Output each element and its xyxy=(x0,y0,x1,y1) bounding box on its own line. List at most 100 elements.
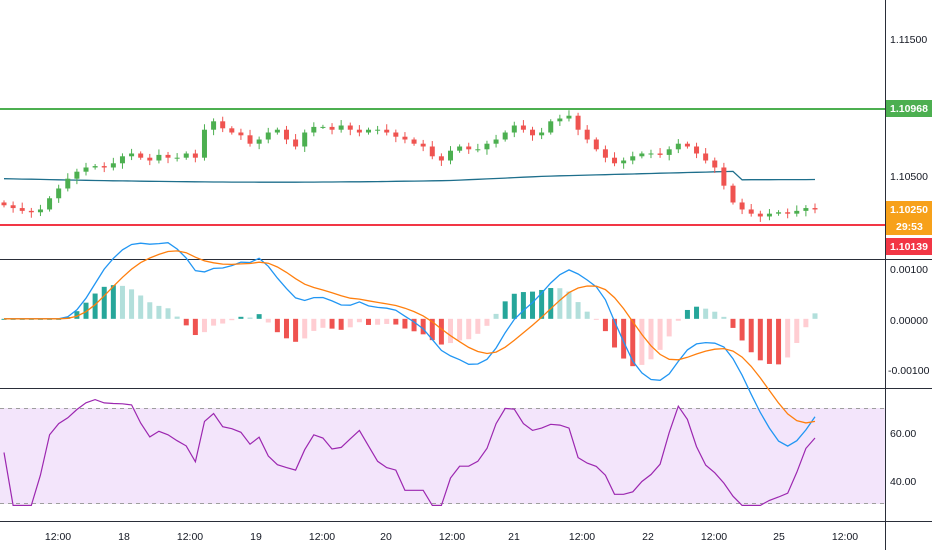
candle-body xyxy=(56,188,62,199)
time-tick: 19 xyxy=(250,531,262,543)
candle-body xyxy=(812,208,818,210)
candle xyxy=(220,116,226,133)
macd-signal-line xyxy=(4,250,816,424)
candle-body xyxy=(621,160,627,164)
candle-body xyxy=(338,125,344,130)
candle xyxy=(484,140,490,155)
macd-histogram-bar xyxy=(338,318,344,330)
rsi-band xyxy=(0,408,885,504)
macd-histogram-bar xyxy=(256,314,262,319)
macd-histogram-bar xyxy=(119,285,125,319)
candle-body xyxy=(302,132,308,147)
rsi-axis[interactable]: 60.00 40.00 xyxy=(890,428,916,488)
price-pane xyxy=(0,108,885,226)
resistance-price-label: 1.10968 xyxy=(890,103,928,115)
time-tick: 18 xyxy=(118,531,130,543)
macd-histogram-bar xyxy=(757,318,763,361)
candle-body xyxy=(448,150,454,161)
candle-body xyxy=(721,167,727,186)
macd-histogram-bar xyxy=(165,308,171,319)
moving-average-line xyxy=(3,170,816,183)
macd-tick: 0.00000 xyxy=(890,315,928,327)
candle xyxy=(502,130,508,142)
macd-histogram-bar xyxy=(657,318,663,350)
candle-body xyxy=(129,153,135,157)
candle-body xyxy=(1,202,7,206)
resistance-price-badge xyxy=(886,100,932,117)
macd-histogram-bar xyxy=(384,318,390,324)
candle xyxy=(393,129,399,143)
candle xyxy=(557,114,563,126)
candle xyxy=(438,153,444,166)
time-axis[interactable]: 12:00 18 12:00 19 12:00 20 12:00 21 12:00 22 12:00… xyxy=(45,531,858,543)
macd-histogram-bar xyxy=(457,318,463,341)
candle-body xyxy=(65,178,71,189)
candle xyxy=(229,126,235,135)
macd-histogram-bar xyxy=(211,318,217,326)
support-price-badge xyxy=(886,238,932,255)
countdown-label: 29:53 xyxy=(896,221,923,233)
candle-body xyxy=(147,157,153,161)
candle-body xyxy=(466,146,472,150)
macd-axis[interactable]: 0.00100 0.00000 -0.00100 xyxy=(888,264,930,377)
macd-histogram-bar xyxy=(274,318,280,333)
candle-body xyxy=(37,209,43,213)
candle xyxy=(156,149,162,164)
candle xyxy=(365,127,371,135)
candle-body xyxy=(694,146,700,154)
candle-body xyxy=(165,154,171,158)
candle-body xyxy=(438,156,444,161)
candle xyxy=(448,146,454,165)
candle xyxy=(47,196,53,212)
candle-body xyxy=(539,132,545,136)
candle xyxy=(666,146,672,161)
macd-histogram-bar xyxy=(776,318,782,365)
macd-histogram-bar xyxy=(803,318,809,328)
price-tick: 1.10500 xyxy=(890,171,928,183)
candle xyxy=(703,148,709,164)
macd-histogram-bar xyxy=(229,318,235,321)
candle xyxy=(657,148,663,158)
time-tick: 12:00 xyxy=(701,531,727,543)
candle xyxy=(338,120,344,133)
macd-histogram-bar xyxy=(621,318,627,359)
price-axis[interactable]: 1.11500 1.10500 1.10968 1.10250 29:53 1.… xyxy=(886,34,932,255)
candle xyxy=(548,119,554,135)
macd-histogram-bar xyxy=(602,318,608,332)
candle-body xyxy=(74,171,80,179)
candle xyxy=(256,136,262,150)
candle xyxy=(384,124,390,136)
candle xyxy=(110,157,116,171)
candle-body xyxy=(575,115,581,130)
macd-histogram-bar xyxy=(812,313,818,319)
candle-body xyxy=(83,167,89,172)
macd-histogram-bar xyxy=(110,285,116,319)
candle-body xyxy=(511,125,517,133)
macd-pane xyxy=(1,242,818,447)
candle xyxy=(721,162,727,190)
candle-body xyxy=(220,121,226,129)
candle xyxy=(19,202,25,214)
candle xyxy=(247,129,253,147)
candle xyxy=(347,122,353,136)
candle-body xyxy=(776,212,782,214)
time-tick: 22 xyxy=(642,531,654,543)
candle-body xyxy=(630,156,636,161)
candle xyxy=(10,201,16,213)
candle xyxy=(575,112,581,136)
candle-body xyxy=(429,146,435,157)
candle xyxy=(74,168,80,185)
macd-histogram-bar xyxy=(429,318,435,341)
candle-body xyxy=(484,143,490,150)
macd-histogram-bar xyxy=(794,318,800,343)
candle-body xyxy=(520,125,526,130)
candle-body xyxy=(92,166,98,168)
macd-histogram-bar xyxy=(283,318,289,339)
macd-histogram-bar xyxy=(320,318,326,328)
macd-histogram-bar xyxy=(375,318,381,325)
rsi-line xyxy=(3,398,816,506)
macd-histogram-bar xyxy=(411,318,417,332)
candle xyxy=(539,127,545,140)
macd-histogram-bar xyxy=(247,317,253,319)
